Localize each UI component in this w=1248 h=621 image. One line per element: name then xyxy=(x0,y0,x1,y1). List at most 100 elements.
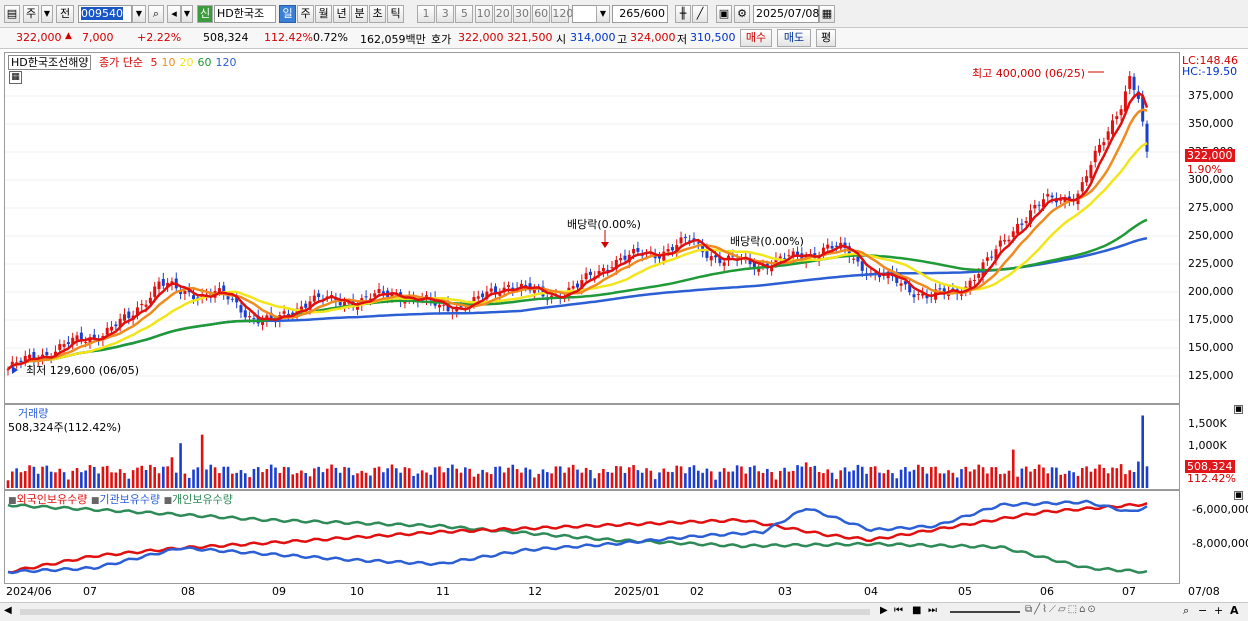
volume-close-icon[interactable]: ■ xyxy=(1234,405,1243,414)
scroll-left-icon[interactable]: ◀ xyxy=(4,605,12,616)
volume-panel[interactable] xyxy=(4,404,1180,490)
volume-bar xyxy=(209,464,213,488)
volume-bar xyxy=(709,471,713,488)
volume-bar xyxy=(873,466,877,488)
candle-body xyxy=(347,302,351,304)
volume-bar xyxy=(839,470,842,488)
volume-bar xyxy=(731,471,735,488)
volume-bar xyxy=(489,474,493,488)
mode-dropdown-icon[interactable]: ▼ xyxy=(41,5,53,23)
eval-button[interactable]: 평 xyxy=(816,29,836,47)
forward-icon[interactable]: ⏭ xyxy=(928,605,937,616)
zoom-in-icon[interactable]: + xyxy=(1214,604,1224,617)
holdings-panel[interactable] xyxy=(4,490,1180,584)
interval-30[interactable]: 30 xyxy=(513,5,531,23)
interval-3[interactable]: 3 xyxy=(436,5,455,23)
interval-60[interactable]: 60 xyxy=(532,5,551,23)
price-panel[interactable] xyxy=(4,52,1180,404)
x-label: 2025/01 xyxy=(614,585,660,598)
interval-1[interactable]: 1 xyxy=(417,5,435,23)
bar-count-field[interactable]: 265/600 xyxy=(612,5,668,23)
candle-body xyxy=(377,288,381,293)
candle-body xyxy=(545,299,549,301)
settings-gear-icon[interactable]: ⚙ xyxy=(734,5,750,23)
interval-10[interactable]: 10 xyxy=(474,5,493,23)
candle-body xyxy=(308,301,312,310)
candle-body xyxy=(299,306,303,311)
interval-5[interactable]: 5 xyxy=(455,5,474,23)
search-icon[interactable]: ⌕ xyxy=(148,5,164,23)
font-size-icon[interactable]: A xyxy=(1230,604,1239,617)
open-price: 314,000 xyxy=(570,31,616,44)
legend-stock-name[interactable]: HD한국조선해양 xyxy=(8,55,92,70)
calendar-icon[interactable]: ▦ xyxy=(819,5,835,23)
credit-button[interactable]: 신 xyxy=(197,5,213,23)
tab-period-2[interactable]: 월 xyxy=(315,5,332,23)
volume-bar xyxy=(1024,466,1028,488)
candle-body xyxy=(373,293,377,297)
window-menu-icon[interactable]: ▤ xyxy=(4,5,20,23)
candle-type-icon[interactable]: ╫ xyxy=(675,5,691,23)
candle-body xyxy=(1016,223,1020,234)
volume-bar xyxy=(878,472,881,488)
tab-mode[interactable]: 주 xyxy=(23,5,39,23)
volume-bar xyxy=(1003,473,1006,488)
zoom-out-icon[interactable]: − xyxy=(1198,604,1208,617)
chart-area[interactable]: HD한국조선해양 종가 단순 5 10 20 60 120 ▦ LC:148.46 HC… xyxy=(0,50,1248,602)
speaker-dropdown-icon[interactable]: ▼ xyxy=(181,5,193,23)
current-price: 322,000 xyxy=(16,31,62,44)
volume-bar xyxy=(554,466,558,488)
volume-bar xyxy=(550,473,553,488)
scroll-track[interactable] xyxy=(20,609,870,615)
volume-bar xyxy=(321,472,325,488)
save-icon[interactable]: ▣ xyxy=(716,5,732,23)
volume-bar xyxy=(1007,470,1011,488)
price-tick: 350,000 xyxy=(1188,117,1234,130)
candle-body xyxy=(282,311,286,314)
volume-bar xyxy=(964,466,968,488)
volume-bar xyxy=(645,468,648,488)
stock-code-input[interactable]: 009540 xyxy=(78,5,132,23)
candle-body xyxy=(826,244,830,249)
stock-name-field[interactable]: HD한국조선 xyxy=(214,5,276,23)
candle-body xyxy=(791,251,795,258)
candle-body xyxy=(304,303,308,308)
candle-body xyxy=(532,288,536,293)
tab-period-4[interactable]: 분 xyxy=(351,5,368,23)
scroll-bar[interactable]: ◀ ▶ ⏮ ■ ⏭ ⧉╱⌇⟋▱⬚⌂⊙ ⌕ − + A xyxy=(0,602,1248,621)
ma-line-20 xyxy=(7,142,1148,371)
volume-bar xyxy=(835,479,838,488)
ma-line-120 xyxy=(7,236,1148,371)
drawing-tools-icon[interactable]: ⧉╱⌇⟋▱⬚⌂⊙ xyxy=(1025,604,1098,615)
line-tool-icon[interactable]: ╱ xyxy=(692,5,708,23)
prev-button[interactable]: 전 xyxy=(56,5,74,23)
x-label: 07/08 xyxy=(1188,585,1220,598)
panel-toggle-icon[interactable]: ▦ xyxy=(9,71,22,84)
tab-period-3[interactable]: 년 xyxy=(333,5,350,23)
holdings-close-icon[interactable]: ■ xyxy=(1234,491,1243,500)
zoom-search-icon[interactable]: ⌕ xyxy=(1183,604,1190,617)
tab-period-0[interactable]: 일 xyxy=(279,5,296,23)
candle-body xyxy=(632,248,636,254)
volume-bar xyxy=(981,467,985,488)
buy-button[interactable]: 매수 xyxy=(740,29,772,47)
interval-dropdown-icon[interactable]: ▼ xyxy=(596,5,610,23)
tab-period-1[interactable]: 주 xyxy=(297,5,314,23)
tab-period-6[interactable]: 틱 xyxy=(387,5,404,23)
candle-body xyxy=(338,299,342,306)
stop-icon[interactable]: ■ xyxy=(912,605,922,616)
volume-bar xyxy=(610,472,614,488)
speaker-icon[interactable]: ◂ xyxy=(167,5,181,23)
interval-120[interactable]: 120 xyxy=(551,5,573,23)
x-label: 07 xyxy=(83,585,97,598)
rewind-icon[interactable]: ⏮ xyxy=(894,605,903,616)
ma-line-10 xyxy=(7,108,1148,371)
zoom-slider[interactable] xyxy=(950,611,1020,613)
code-dropdown-icon[interactable]: ▼ xyxy=(132,5,146,23)
volume-bar xyxy=(84,470,87,488)
interval-20[interactable]: 20 xyxy=(493,5,512,23)
date-field[interactable]: 2025/07/08 xyxy=(753,5,819,23)
sell-button[interactable]: 매도 xyxy=(777,29,811,47)
scroll-right-icon[interactable]: ▶ xyxy=(880,605,888,616)
tab-period-5[interactable]: 초 xyxy=(369,5,386,23)
